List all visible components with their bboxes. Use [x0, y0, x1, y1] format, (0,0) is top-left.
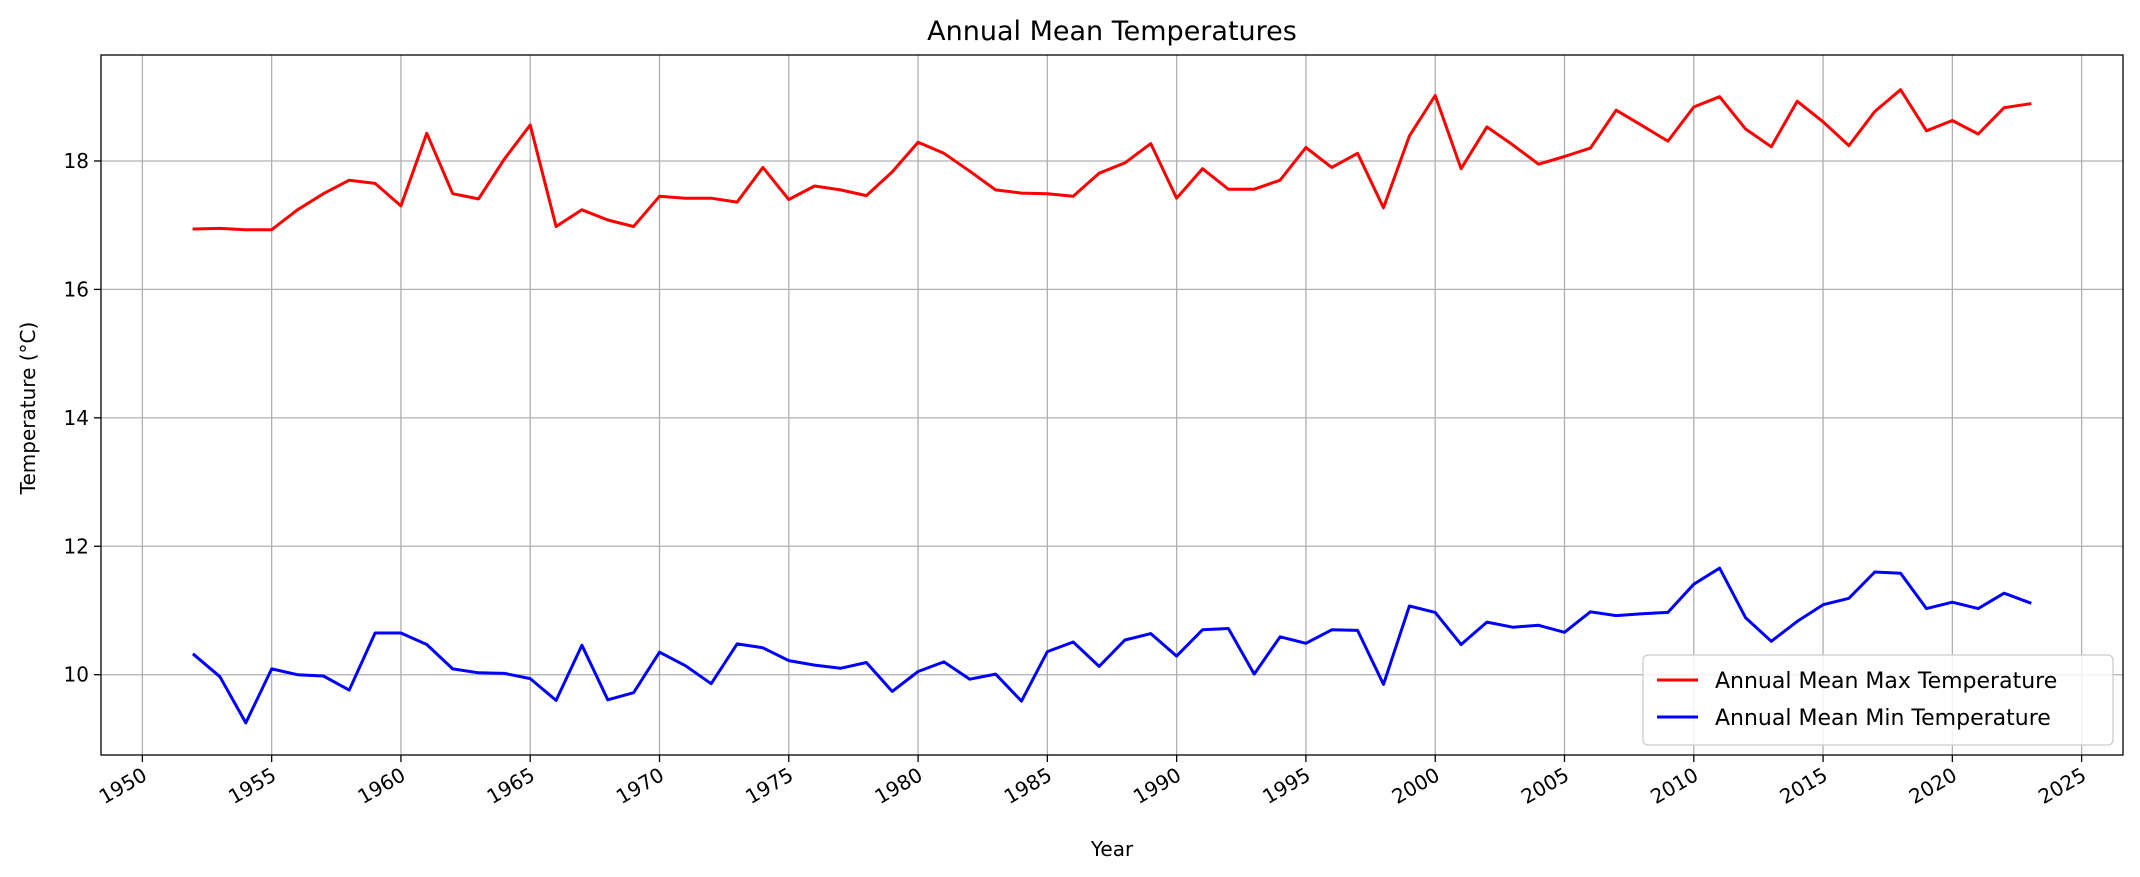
x-tick-label: 1970 [612, 763, 668, 809]
series-lines [191, 88, 2032, 725]
x-tick-label: 1955 [224, 763, 280, 809]
x-tick-label: 1975 [741, 763, 797, 809]
grid-lines [101, 55, 2123, 755]
y-tick-label: 10 [64, 663, 89, 687]
x-tick-label: 1990 [1129, 763, 1185, 809]
x-axis-title: Year [1090, 837, 1134, 861]
x-tick-label: 2005 [1517, 763, 1573, 809]
x-tick-label: 2010 [1646, 763, 1702, 809]
y-tick-label: 16 [64, 277, 89, 301]
x-tick-label: 1980 [870, 763, 926, 809]
x-tick-label: 1985 [1000, 763, 1056, 809]
y-tick-label: 12 [64, 534, 89, 558]
x-tick-label: 2020 [1905, 763, 1961, 809]
x-tick-label: 2000 [1388, 763, 1444, 809]
plot-frame [100, 54, 2124, 756]
x-tick-label: 1960 [353, 763, 409, 809]
legend: Annual Mean Max Temperature Annual Mean M… [1642, 654, 2114, 746]
y-axis-title: Temperature (°C) [16, 322, 40, 496]
legend-label: Annual Mean Max Temperature [1715, 669, 2057, 694]
y-tick-label: 18 [64, 149, 89, 173]
y-tick-label: 14 [64, 406, 89, 430]
x-tick-label: 1995 [1258, 763, 1314, 809]
x-tick-label: 2015 [1775, 763, 1831, 809]
legend-box [1642, 654, 2114, 746]
x-tick-label: 1950 [95, 763, 151, 809]
chart-title: Annual Mean Temperatures [927, 16, 1297, 47]
x-tick-label: 2025 [2034, 763, 2090, 809]
legend-label: Annual Mean Min Temperature [1715, 706, 2051, 731]
series-line-min [191, 566, 2032, 725]
series-line-max [192, 88, 2032, 232]
x-tick-label: 1965 [483, 763, 539, 809]
